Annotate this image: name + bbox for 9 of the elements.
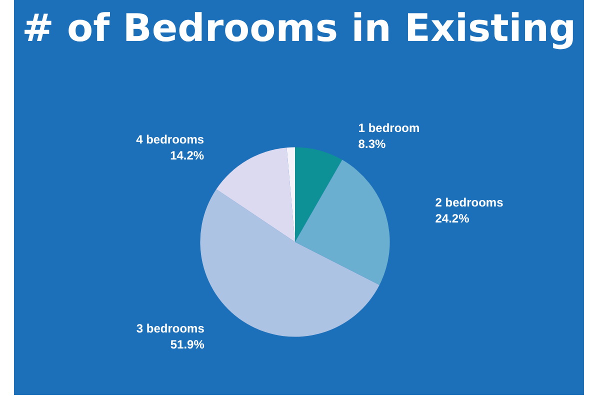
slice-label: 3 bedrooms [136,322,205,336]
slice-label: 2 bedrooms [435,196,504,210]
data-label: 14.2% [170,148,204,162]
slice-label: 1 bedroom [358,120,420,135]
data-label: 8.3% [358,136,386,151]
data-label: 51.9% [170,338,205,352]
data-label: 24.2% [435,212,470,226]
slice-label: 4 bedrooms [136,132,204,146]
chart-title: # of Bedrooms in Existing [22,6,576,50]
